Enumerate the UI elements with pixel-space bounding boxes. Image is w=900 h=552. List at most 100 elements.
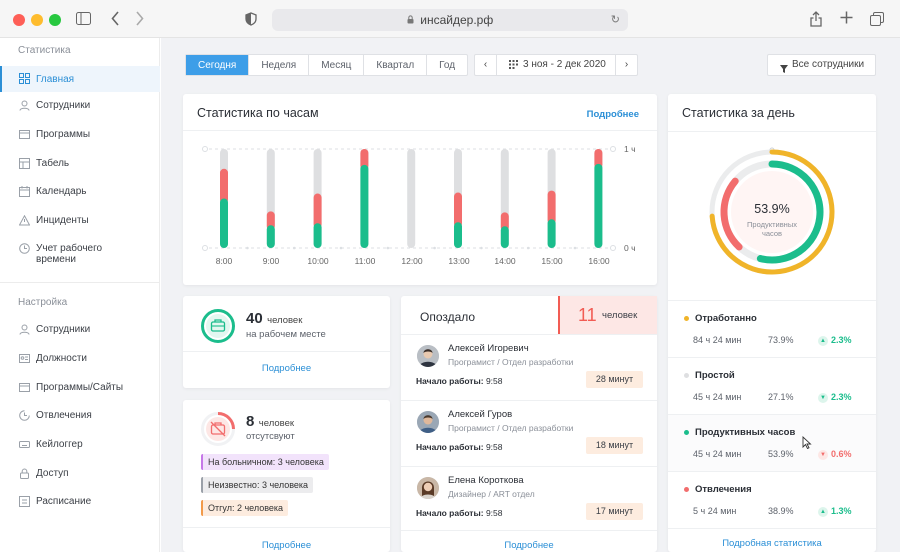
person-role: Програмист / Отдел разработки: [448, 357, 574, 367]
sidebar-item-home[interactable]: Главная: [0, 66, 160, 92]
minimize-window-button[interactable]: [31, 14, 43, 26]
dashboard-icon: [18, 73, 30, 85]
clock-icon: [18, 243, 30, 255]
ring-worked-arc: [709, 149, 835, 275]
hourly-stats-card: Статистика по часам Подробнее 1 ч 0 ч 8:…: [183, 94, 657, 285]
stat-row-idle[interactable]: Простой 45 ч 24 мин 27.1% ▼ 2.3%: [668, 357, 876, 414]
bar-distraction-segment: [220, 168, 228, 204]
date-range-picker[interactable]: ‹ 3 ноя - 2 дек 2020 ›: [474, 54, 638, 76]
hourly-more-link[interactable]: Подробнее: [586, 109, 639, 120]
late-person-row[interactable]: Алексей Гуров Програмист / Отдел разрабо…: [401, 400, 657, 460]
late-duration-badge: 18 минут: [586, 437, 643, 454]
y-label-bottom: 0 ч: [624, 243, 636, 253]
tab-week[interactable]: Неделя: [249, 55, 310, 75]
status-dot-icon: [684, 486, 689, 492]
distraction-icon: [18, 410, 30, 422]
new-tab-icon[interactable]: [840, 11, 853, 27]
late-person-row[interactable]: Алексей Игоревич Програмист / Отдел разр…: [401, 334, 657, 394]
sidebar-item-time-tracking[interactable]: Учет рабочего времени: [0, 243, 160, 279]
stat-row-distractions[interactable]: Отвлечения 5 ч 24 мин 38.9% ▲ 1.3%: [668, 471, 876, 528]
reload-icon[interactable]: ↻: [610, 14, 620, 26]
sidebar-item-keylogger[interactable]: Кейлоггер: [0, 439, 160, 465]
sidebar-item-label: Календарь: [36, 186, 87, 197]
card-divider: [183, 130, 657, 131]
absent-employees-card: 8 человек отсутсвуют На больничном: 3 че…: [183, 400, 390, 552]
sidebar-item-calendar[interactable]: Календарь: [0, 186, 160, 212]
sidebar-item-label: Расписание: [36, 496, 92, 507]
sidebar-item-label: Учет рабочего времени: [36, 243, 102, 265]
sidebar-item-settings-employees[interactable]: Сотрудники: [0, 324, 160, 350]
sidebar-item-incidents[interactable]: Инциденты: [0, 214, 160, 241]
stat-name: Отвлечения: [684, 484, 752, 495]
late-person-row[interactable]: Елена Короткова Дизайнер / ART отдел Нач…: [401, 466, 657, 526]
employee-filter-button[interactable]: Все сотрудники: [767, 54, 876, 76]
tab-year[interactable]: Год: [439, 60, 456, 71]
working-count: 40: [246, 310, 263, 327]
privacy-shield-icon[interactable]: [245, 12, 257, 29]
stat-change-value: 2.3%: [831, 392, 852, 402]
close-window-button[interactable]: [13, 14, 25, 26]
address-bar[interactable]: инсайдер.рф ↻: [272, 9, 628, 31]
bar-productive-segment: [500, 226, 509, 248]
share-icon[interactable]: [810, 11, 822, 30]
start-time: Начало работы: 9:58: [416, 508, 502, 518]
sidebar-toggle-icon[interactable]: [76, 12, 91, 28]
tab-quarter[interactable]: Квартал: [364, 55, 428, 75]
sidebar-item-timesheet[interactable]: Табель: [0, 158, 160, 184]
late-more-link[interactable]: Подробнее: [504, 540, 554, 551]
card-divider: [668, 528, 876, 529]
sidebar-item-schedule[interactable]: Расписание: [0, 496, 160, 522]
sidebar-section-statistics: Статистика: [18, 45, 71, 56]
stat-change-value: 1.3%: [831, 506, 852, 516]
tab-today[interactable]: Сегодня: [186, 55, 250, 75]
next-period-icon[interactable]: ›: [615, 55, 637, 75]
unknown-pill: Неизвестно: 3 человека: [201, 477, 314, 493]
detailed-stats-link[interactable]: Подробная статистика: [722, 538, 822, 549]
sidebar-item-programs-sites[interactable]: Программы/Сайты: [0, 382, 160, 408]
sidebar-item-positions[interactable]: Должности: [0, 353, 160, 379]
person-name: Елена Короткова: [448, 475, 524, 486]
late-employees-card: Опоздало 11 человек Алексей Игоревич Про…: [401, 296, 657, 552]
ring-percent: 53.9%: [754, 202, 789, 216]
y-label-top: 1 ч: [624, 144, 636, 154]
back-icon[interactable]: [111, 11, 120, 29]
stat-name: Продуктивных часов: [684, 427, 795, 438]
absent-more-link[interactable]: Подробнее: [261, 540, 312, 551]
stat-row-worked[interactable]: Отработанно 84 ч 24 мин 73.9% ▲ 2.3%: [668, 300, 876, 357]
warning-icon: [18, 214, 30, 227]
sidebar-item-distractions[interactable]: Отвлечения: [0, 410, 160, 436]
grid-bottom-start-dot: [202, 245, 208, 251]
bar-distraction-segment: [313, 193, 322, 229]
tab-month[interactable]: Месяц: [309, 55, 365, 75]
working-employees-card: 40 человек на рабочем месте Подробнее: [183, 296, 390, 388]
prev-period-icon[interactable]: ‹: [475, 55, 497, 75]
hourly-chart: 1 ч 0 ч 8:00 9:00 10:00 11:00 12:00 13:0…: [202, 144, 636, 266]
stat-row-productive[interactable]: Продуктивных часов 45 ч 24 мин 53.9% ▼ 0.…: [668, 414, 876, 471]
stat-name-text: Отработанно: [695, 313, 757, 324]
sidebar-item-access[interactable]: Доступ: [0, 468, 160, 494]
bar-empty-marker: [526, 246, 530, 250]
working-more-link[interactable]: Подробнее: [261, 363, 312, 374]
avatar: [417, 477, 439, 499]
x-tick-label: 13:00: [448, 256, 470, 266]
sidebar-item-employees[interactable]: Сотрудники: [0, 100, 160, 126]
keyboard-icon: [18, 439, 30, 451]
person-name: Алексей Игоревич: [448, 343, 529, 354]
stat-percent: 73.9%: [768, 335, 794, 345]
maximize-window-button[interactable]: [49, 14, 61, 26]
sidebar-item-label: Программы: [36, 129, 91, 140]
sidebar-item-programs[interactable]: Программы: [0, 129, 160, 155]
late-duration-badge: 17 минут: [586, 503, 643, 520]
stat-percent: 27.1%: [768, 392, 794, 402]
tabs-overview-icon[interactable]: [870, 12, 884, 29]
stat-change: ▲ 1.3%: [818, 506, 852, 517]
working-unit: человек: [267, 315, 303, 326]
absent-subtitle: отсутсвуют: [246, 431, 295, 442]
forward-icon[interactable]: [135, 11, 144, 29]
stat-change: ▼ 0.6%: [818, 449, 852, 460]
sick-leave-pill: На больничном: 3 человека: [201, 454, 329, 470]
sidebar-item-label: Программы/Сайты: [36, 382, 124, 393]
x-labels-group: 8:00 9:00 10:00 11:00 12:00 13:00 14:00 …: [216, 256, 610, 266]
start-time-value: 9:58: [485, 376, 503, 386]
start-time-label: Начало работы:: [416, 508, 484, 518]
